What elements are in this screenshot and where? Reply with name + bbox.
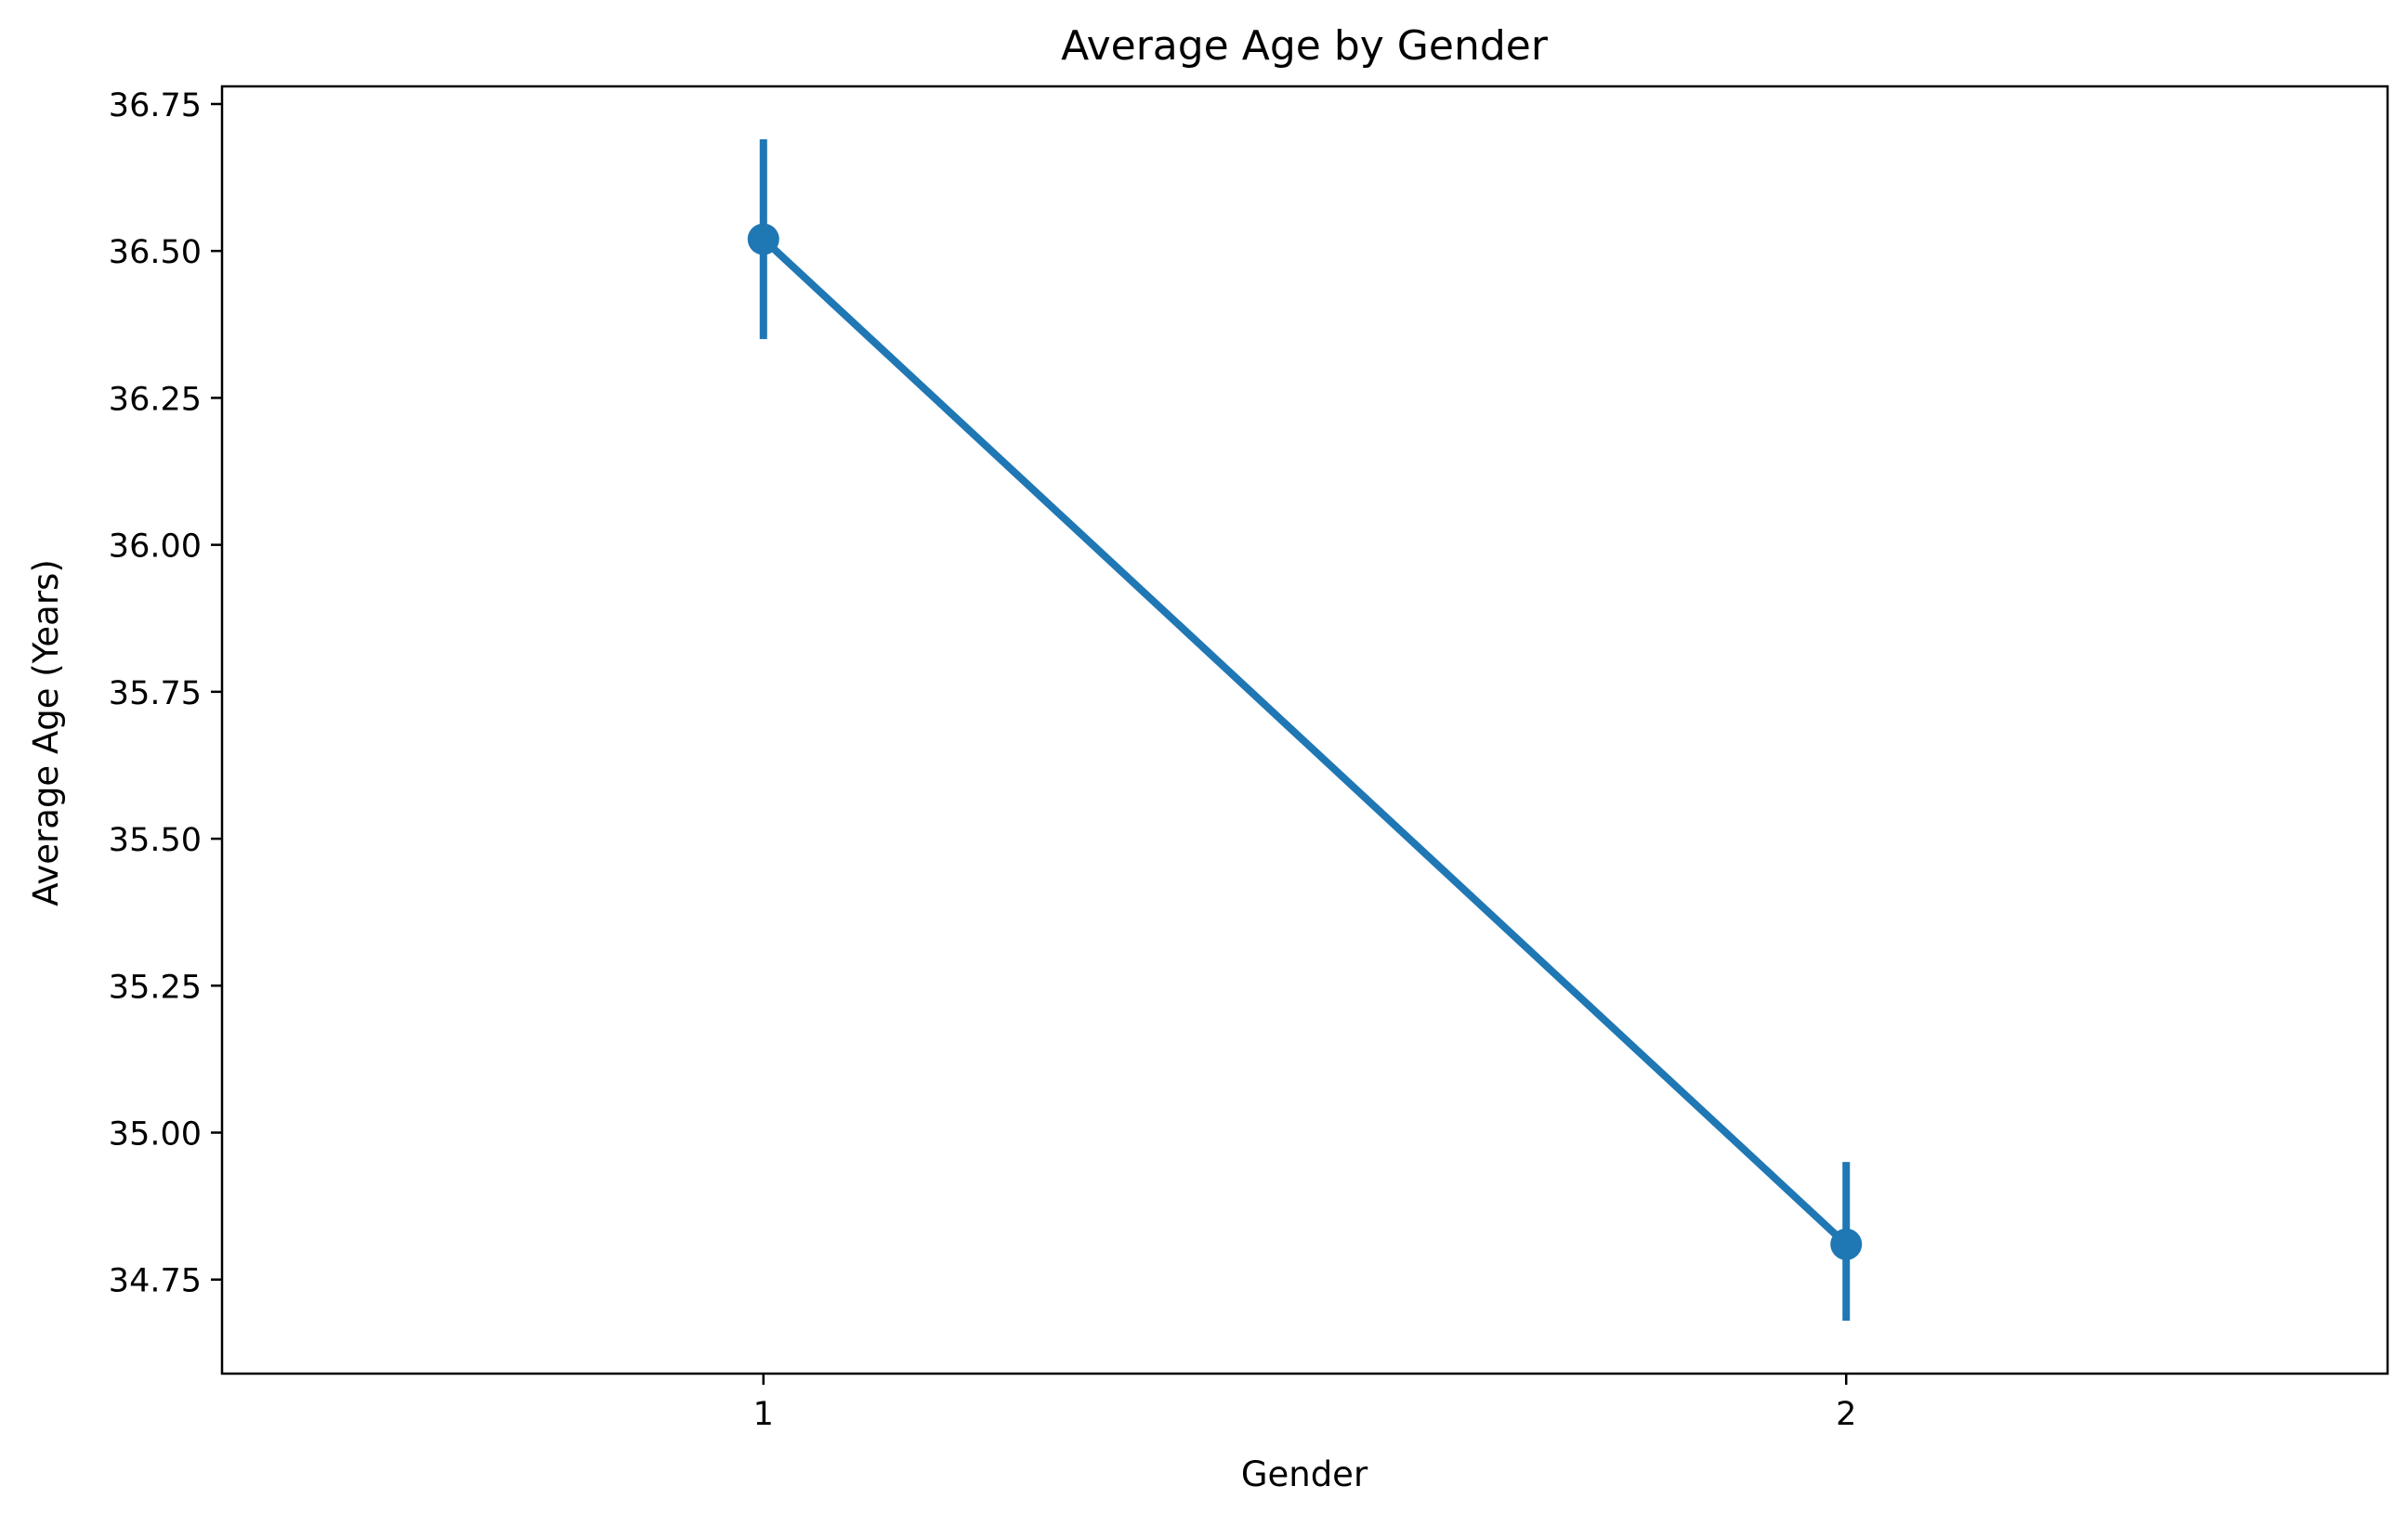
x-axis-label: Gender: [1241, 1454, 1368, 1494]
x-tick-label: 1: [753, 1396, 774, 1433]
y-tick-label: 35.75: [109, 675, 202, 712]
chart-title: Average Age by Gender: [1061, 22, 1549, 70]
y-tick-label: 36.25: [109, 381, 202, 418]
series-line: [761, 236, 1849, 1247]
plot-marks: [747, 138, 1863, 1322]
y-axis-label: Average Age (Years): [26, 559, 66, 906]
y-tick-label: 34.75: [109, 1263, 202, 1300]
y-tick-label: 36.50: [109, 234, 202, 271]
y-tick-label: 36.75: [109, 87, 202, 124]
y-tick-label: 35.00: [109, 1116, 202, 1154]
data-point: [747, 223, 779, 255]
axes-frame: [220, 85, 2389, 1375]
y-tick-label: 35.50: [109, 822, 202, 859]
data-point: [1830, 1228, 1863, 1260]
x-tick-label: 2: [1836, 1396, 1856, 1433]
y-tick-label: 35.25: [109, 969, 202, 1006]
y-tick-label: 36.00: [109, 528, 202, 566]
y-axis-ticks: 34.75 35.00 35.25 35.50 35.75 36.00 36.25 36.50…: [109, 87, 222, 1300]
